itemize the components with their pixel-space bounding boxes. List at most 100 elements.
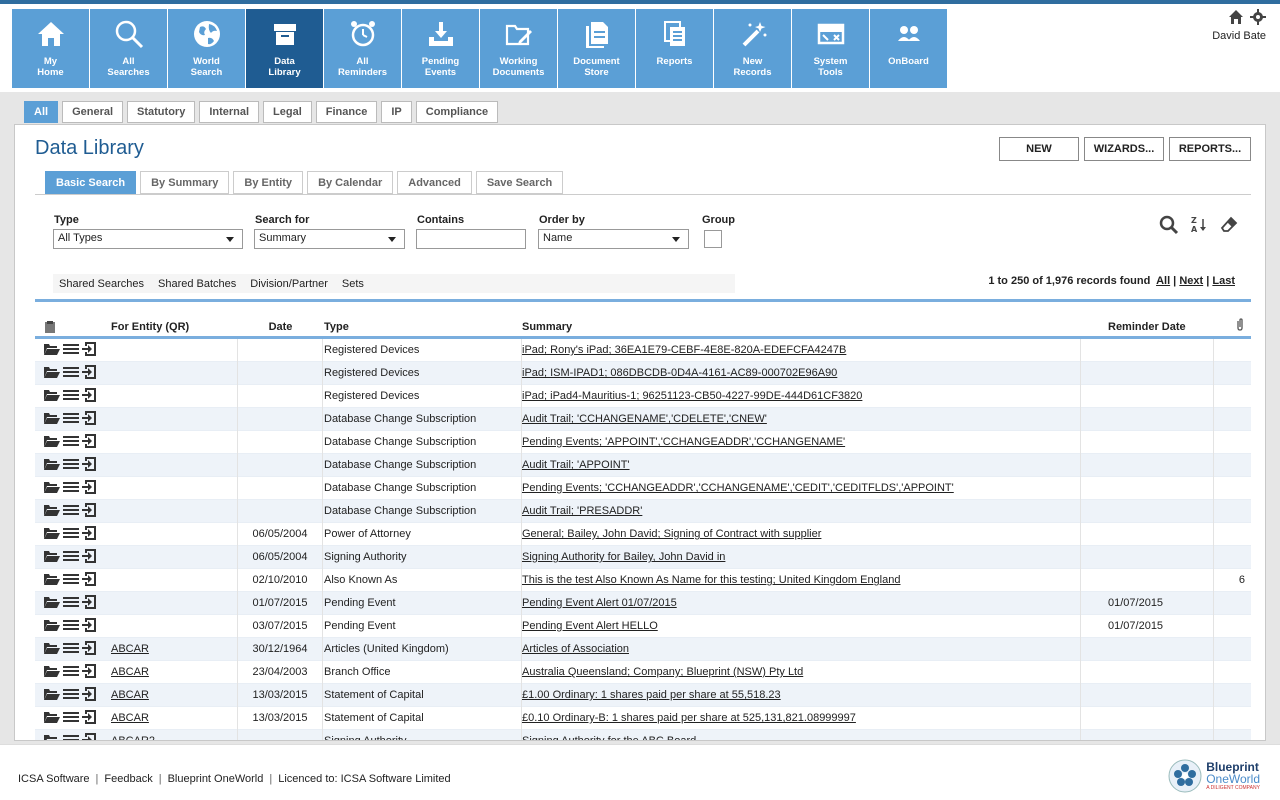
table-row[interactable]: ABCAR 23/04/2003 Branch Office Australia Qu… [35, 660, 1251, 684]
all-link[interactable]: All [1156, 275, 1171, 287]
export-arrow-icon[interactable] [81, 456, 97, 475]
table-row[interactable]: ABCAR2 Signing Authority Signing Authority… [35, 729, 1251, 741]
last-link[interactable]: Last [1212, 275, 1235, 287]
nav-tile-folder-pencil[interactable]: Working Documents [480, 9, 557, 88]
open-folder-icon[interactable] [43, 687, 61, 704]
list-icon[interactable] [63, 710, 79, 727]
shared-link-division-partner[interactable]: Division/Partner [250, 277, 328, 290]
shared-link-shared-batches[interactable]: Shared Batches [158, 277, 237, 290]
export-arrow-icon[interactable] [81, 502, 97, 521]
table-row[interactable]: Database Change Subscription Pending Even… [35, 430, 1251, 454]
export-arrow-icon[interactable] [81, 479, 97, 498]
open-folder-icon[interactable] [43, 434, 61, 451]
header-date[interactable]: Date [268, 320, 293, 333]
summary-link[interactable]: Pending Event Alert 01/07/2015 [522, 597, 677, 609]
nav-tile-home[interactable]: My Home [12, 9, 89, 88]
nav-tile-alarm-clock[interactable]: All Reminders [324, 9, 401, 88]
search-tab-by-calendar[interactable]: By Calendar [307, 171, 394, 194]
nav-tile-documents[interactable]: Document Store [558, 9, 635, 88]
summary-link[interactable]: Articles of Association [522, 643, 629, 655]
nav-tile-magnifier[interactable]: All Searches [90, 9, 167, 88]
summary-link[interactable]: General; Bailey, John David; Signing of … [522, 528, 822, 540]
open-folder-icon[interactable] [43, 411, 61, 428]
summary-link[interactable]: £0.10 Ordinary-B: 1 shares paid per shar… [522, 712, 856, 724]
home-small-icon[interactable] [1228, 9, 1244, 28]
table-row[interactable]: ABCAR 30/12/1964 Articles (United Kingdom)… [35, 637, 1251, 661]
table-row[interactable]: Database Change Subscription Pending Even… [35, 476, 1251, 500]
open-folder-icon[interactable] [43, 595, 61, 612]
category-tab-ip[interactable]: IP [381, 101, 412, 123]
table-row[interactable]: 06/05/2004 Signing Authority Signing Autho… [35, 545, 1251, 569]
table-row[interactable]: Database Change Subscription Audit Trail;… [35, 407, 1251, 431]
entity-link[interactable]: ABCAR [111, 643, 149, 655]
nav-tile-report-pages[interactable]: Reports [636, 9, 713, 88]
shared-link-shared-searches[interactable]: Shared Searches [59, 277, 144, 290]
gear-icon[interactable] [1250, 9, 1266, 28]
nav-tile-magic-wand[interactable]: New Records [714, 9, 791, 88]
category-tab-legal[interactable]: Legal [263, 101, 312, 123]
type-select[interactable]: All Types [53, 229, 243, 249]
category-tab-general[interactable]: General [62, 101, 124, 123]
category-tab-compliance[interactable]: Compliance [415, 101, 499, 123]
table-row[interactable]: 01/07/2015 Pending Event Pending Event Ale… [35, 591, 1251, 615]
category-tab-statutory[interactable]: Statutory [127, 101, 196, 123]
new-button[interactable]: NEW [999, 137, 1079, 161]
header-type[interactable]: Type [324, 320, 349, 333]
summary-link[interactable]: Audit Trail; 'PRESADDR' [522, 505, 643, 517]
next-link[interactable]: Next [1179, 275, 1204, 287]
open-folder-icon[interactable] [43, 664, 61, 681]
export-arrow-icon[interactable] [81, 341, 97, 360]
nav-tile-people[interactable]: OnBoard [870, 9, 947, 88]
category-tab-all[interactable]: All [24, 101, 59, 123]
export-arrow-icon[interactable] [81, 525, 97, 544]
table-row[interactable]: 06/05/2004 Power of Attorney General; Bail… [35, 522, 1251, 546]
nav-tile-toolbox[interactable]: System Tools [792, 9, 869, 88]
export-arrow-icon[interactable] [81, 364, 97, 383]
order-by-select[interactable]: Name [538, 229, 689, 249]
open-folder-icon[interactable] [43, 549, 61, 566]
summary-link[interactable]: Audit Trail; 'CCHANGENAME','CDELETE','CN… [522, 413, 767, 425]
table-row[interactable]: 03/07/2015 Pending Event Pending Event Ale… [35, 614, 1251, 638]
category-tab-internal[interactable]: Internal [199, 101, 260, 123]
summary-link[interactable]: Pending Events; 'APPOINT','CCHANGEADDR',… [522, 436, 846, 448]
footer-link[interactable]: Blueprint OneWorld [167, 773, 264, 785]
search-tab-by-entity[interactable]: By Entity [233, 171, 304, 194]
export-arrow-icon[interactable] [81, 571, 97, 590]
summary-link[interactable]: iPad; ISM-IPAD1; 086DBCDB-0D4A-4161-AC89… [522, 367, 838, 379]
export-arrow-icon[interactable] [81, 640, 97, 659]
shared-link-sets[interactable]: Sets [341, 277, 364, 290]
open-folder-icon[interactable] [43, 641, 61, 658]
summary-link[interactable]: Pending Events; 'CCHANGEADDR','CCHANGENA… [522, 482, 954, 494]
table-row[interactable]: Registered Devices iPad; Rony's iPad; 36E… [35, 338, 1251, 362]
category-tab-finance[interactable]: Finance [315, 101, 378, 123]
export-arrow-icon[interactable] [81, 387, 97, 406]
export-arrow-icon[interactable] [81, 594, 97, 613]
summary-link[interactable]: £1.00 Ordinary: 1 shares paid per share … [522, 689, 781, 701]
search-tab-save-search[interactable]: Save Search [475, 171, 564, 194]
table-row[interactable]: ABCAR 13/03/2015 Statement of Capital £1.00… [35, 683, 1251, 707]
header-summary[interactable]: Summary [522, 320, 573, 333]
nav-tile-archive-box[interactable]: Data Library [246, 9, 323, 88]
list-icon[interactable] [63, 687, 79, 704]
summary-link[interactable]: iPad; iPad4-Mauritius-1; 96251123-CB50-4… [522, 390, 863, 402]
summary-link[interactable]: Pending Event Alert HELLO [522, 620, 658, 632]
list-icon[interactable] [63, 457, 79, 474]
reports-button[interactable]: REPORTS... [1169, 137, 1251, 161]
list-icon[interactable] [63, 480, 79, 497]
list-icon[interactable] [63, 503, 79, 520]
footer-link[interactable]: ICSA Software [18, 773, 90, 785]
search-icon[interactable] [1159, 215, 1179, 238]
summary-link[interactable]: This is the test Also Known As Name for … [522, 574, 901, 586]
summary-link[interactable]: Signing Authority for the ABC Board [522, 735, 697, 741]
list-icon[interactable] [63, 641, 79, 658]
search-for-select[interactable]: Summary [254, 229, 405, 249]
group-checkbox[interactable] [704, 230, 722, 248]
clipboard-icon[interactable] [35, 320, 105, 334]
list-icon[interactable] [63, 411, 79, 428]
header-reminder-date[interactable]: Reminder Date [1108, 320, 1186, 333]
open-folder-icon[interactable] [43, 572, 61, 589]
list-icon[interactable] [63, 595, 79, 612]
search-tab-basic-search[interactable]: Basic Search [45, 171, 137, 194]
table-row[interactable]: Registered Devices iPad; iPad4-Mauritius-… [35, 384, 1251, 408]
